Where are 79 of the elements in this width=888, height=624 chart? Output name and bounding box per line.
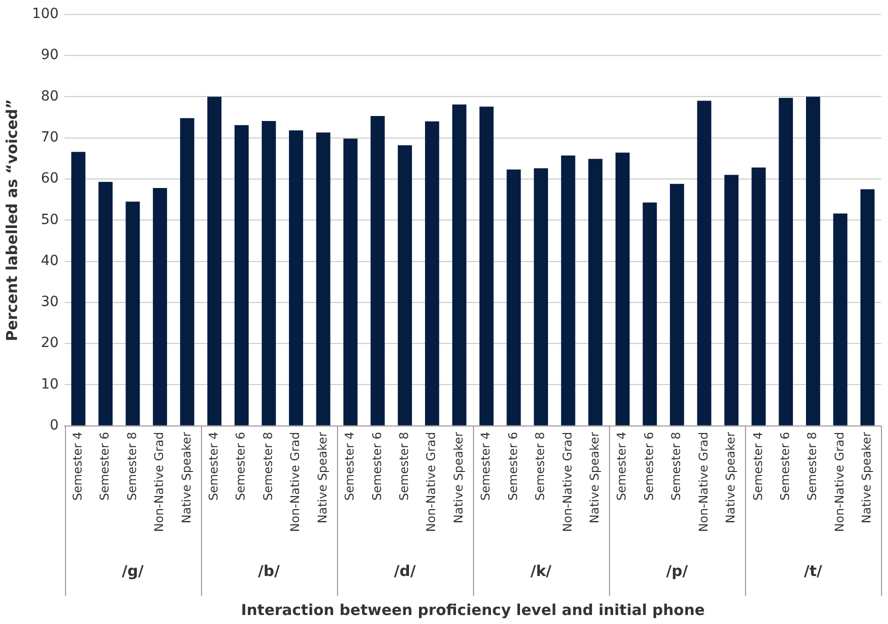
x-tick-label: Non-Native Grad	[424, 432, 438, 532]
bar	[343, 138, 358, 426]
x-tick-label: Native Speaker	[587, 432, 602, 524]
x-tick-label: Semester 6	[98, 432, 112, 501]
bar	[126, 202, 140, 426]
y-tick-label: 20	[40, 335, 59, 352]
bar	[506, 170, 521, 426]
bar	[262, 120, 276, 426]
y-tick-label: 60	[40, 170, 59, 187]
y-axis-title: Percent labelled as “voiced”	[2, 98, 21, 342]
bar	[479, 106, 494, 426]
bar	[616, 152, 630, 426]
bar	[724, 174, 739, 426]
x-tick-label: Native Speaker	[315, 432, 330, 524]
x-tick-label: Native Speaker	[860, 432, 874, 524]
x-tick-label: Semester 4	[206, 432, 221, 501]
text: /p/	[666, 562, 688, 580]
x-tick-label: Semester 8	[533, 432, 548, 501]
text: /g/	[122, 562, 144, 580]
x-tick-label: Semester 4	[478, 432, 493, 501]
bar	[452, 104, 466, 426]
bar	[234, 125, 249, 426]
bar	[642, 202, 657, 426]
text: /b/	[258, 562, 280, 580]
bar	[778, 98, 793, 426]
x-tick-label: Semester 6	[778, 432, 792, 501]
x-tick-label: Non-Native Grad	[696, 432, 710, 532]
x-tick-label: Non-Native Grad	[152, 432, 166, 532]
y-tick-label: 80	[40, 88, 59, 104]
bar	[288, 130, 304, 426]
x-tick-label: Semester 8	[397, 432, 412, 501]
bar	[588, 158, 602, 426]
y-tick-label: 0	[50, 418, 59, 434]
y-tick-label: 100	[32, 6, 59, 22]
x-tick-label: Semester 4	[750, 432, 765, 501]
y-tick-label: 70	[40, 129, 59, 146]
x-tick-label: Native Speaker	[179, 432, 194, 524]
bar	[697, 100, 712, 426]
x-tick-label: Semester 4	[614, 432, 629, 501]
bar	[806, 96, 820, 426]
text: /d/	[394, 562, 416, 580]
x-tick-label: Semester 8	[805, 432, 820, 501]
x-tick-label: Semester 6	[506, 432, 520, 501]
bar	[316, 132, 330, 426]
bar	[670, 184, 684, 426]
x-tick-label: Semester 4	[70, 432, 84, 501]
x-tick-label: Non-Native Grad	[832, 432, 846, 532]
text: /t/	[804, 562, 823, 580]
x-tick-label: Semester 6	[370, 432, 384, 501]
x-tick-label: Semester 8	[124, 432, 139, 501]
x-tick-label: Non-Native Grad	[288, 432, 302, 532]
bar	[152, 188, 168, 426]
bar	[71, 152, 86, 426]
bar	[180, 118, 194, 426]
text: /k/	[530, 562, 552, 580]
x-axis-title: Interaction between proficiency level and initial phone	[241, 600, 705, 619]
bar	[534, 168, 548, 426]
bar	[752, 167, 766, 426]
y-tick-label: 50	[40, 212, 59, 228]
bar	[398, 145, 412, 426]
x-tick-label: Semester 8	[669, 432, 684, 501]
bar	[425, 121, 440, 426]
bar	[207, 96, 222, 426]
x-tick-label: Semester 6	[642, 432, 656, 501]
bar	[370, 116, 385, 426]
x-tick-label: Semester 8	[260, 432, 275, 501]
x-tick-label: Native Speaker	[451, 432, 466, 524]
x-tick-label: Semester 6	[234, 432, 248, 501]
bar	[98, 182, 113, 426]
y-tick-label: 10	[40, 376, 59, 392]
x-tick-label: Native Speaker	[724, 432, 738, 524]
y-tick-label: 40	[40, 252, 59, 269]
bar	[561, 156, 576, 426]
x-tick-label: Non-Native Grad	[560, 432, 574, 532]
y-tick-label: 30	[40, 294, 59, 310]
y-tick-label: 90	[40, 47, 59, 64]
bar	[860, 189, 875, 426]
x-tick-label: Semester 4	[342, 432, 357, 501]
bar	[833, 214, 848, 426]
